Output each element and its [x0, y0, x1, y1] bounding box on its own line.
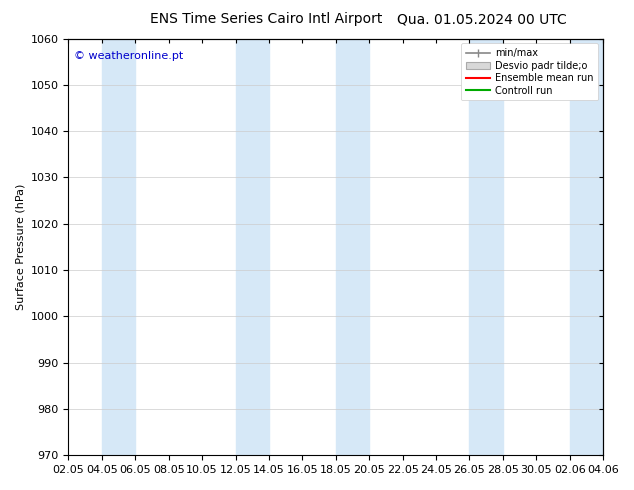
Text: © weatheronline.pt: © weatheronline.pt	[74, 51, 183, 61]
Bar	[336, 39, 369, 455]
Bar	[102, 39, 135, 455]
Legend: min/max, Desvio padr tilde;o, Ensemble mean run, Controll run: min/max, Desvio padr tilde;o, Ensemble m…	[461, 44, 598, 100]
Bar	[235, 39, 269, 455]
Bar	[570, 39, 603, 455]
Bar	[469, 39, 503, 455]
Text: ENS Time Series Cairo Intl Airport: ENS Time Series Cairo Intl Airport	[150, 12, 382, 26]
Y-axis label: Surface Pressure (hPa): Surface Pressure (hPa)	[15, 184, 25, 310]
Text: Qua. 01.05.2024 00 UTC: Qua. 01.05.2024 00 UTC	[397, 12, 567, 26]
